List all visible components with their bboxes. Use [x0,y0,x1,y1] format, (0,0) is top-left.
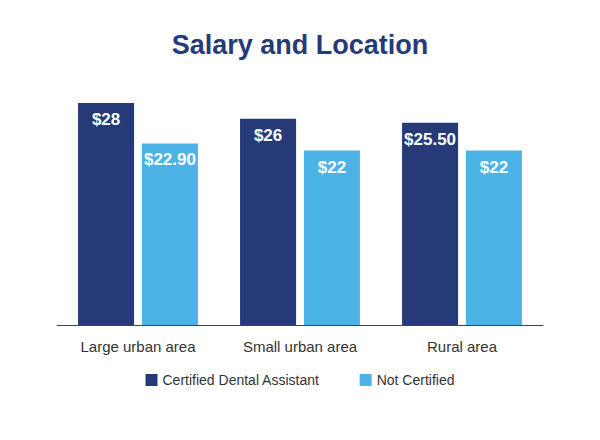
svg-text:$22: $22 [480,158,508,177]
svg-text:Not Certified: Not Certified [377,372,455,388]
svg-text:Certified Dental Assistant: Certified Dental Assistant [163,372,320,388]
svg-text:Rural area: Rural area [427,338,498,355]
svg-text:Small urban area: Small urban area [243,338,358,355]
svg-text:$26: $26 [254,126,282,145]
svg-text:$22: $22 [318,158,346,177]
svg-text:$22.90: $22.90 [144,150,196,169]
svg-text:$28: $28 [92,110,120,129]
svg-text:Large urban area: Large urban area [80,338,196,355]
svg-text:$25.50: $25.50 [404,130,456,149]
svg-text:Salary and Location: Salary and Location [172,30,429,60]
